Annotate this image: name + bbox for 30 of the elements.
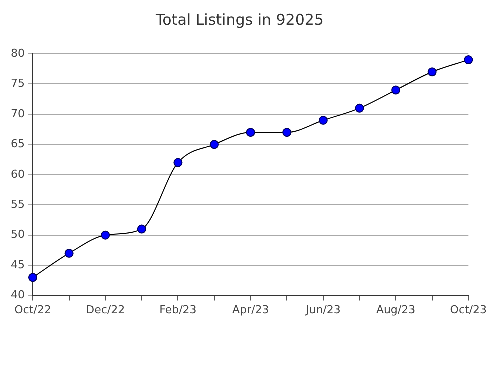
- y-tick-label: 80: [10, 46, 25, 60]
- y-tick-label: 55: [10, 198, 25, 211]
- point: [174, 158, 183, 168]
- point: [282, 128, 292, 138]
- point: [210, 140, 220, 150]
- y-tick-label: 65: [10, 138, 25, 151]
- point: [64, 248, 74, 258]
- y-tick-label: 45: [10, 258, 25, 272]
- x-tick-label: Apr/23: [232, 303, 270, 316]
- y-tick-label: 75: [10, 77, 25, 90]
- point: [318, 116, 328, 125]
- chart-title: Total Listings in 92025: [155, 10, 324, 29]
- x-tick-label: Oct/23: [450, 303, 488, 316]
- point: [355, 104, 364, 113]
- point: [246, 128, 256, 138]
- point: [392, 86, 401, 95]
- y-tick-label: 60: [10, 168, 25, 181]
- point: [428, 68, 437, 77]
- point: [101, 230, 110, 240]
- point: [464, 56, 474, 65]
- point: [137, 224, 146, 234]
- y-tick-label: 50: [10, 228, 25, 242]
- y-tick-label: 70: [10, 107, 25, 120]
- x-tick-label: Aug/23: [376, 303, 416, 316]
- y-tick-label: 40: [10, 288, 25, 302]
- x-tick-label: Jun/23: [304, 303, 341, 316]
- x-tick-label: Feb/23: [160, 303, 197, 316]
- point: [28, 273, 38, 282]
- x-tick-label: Oct/22: [14, 303, 52, 316]
- x-tick-label: Dec/22: [86, 303, 126, 316]
